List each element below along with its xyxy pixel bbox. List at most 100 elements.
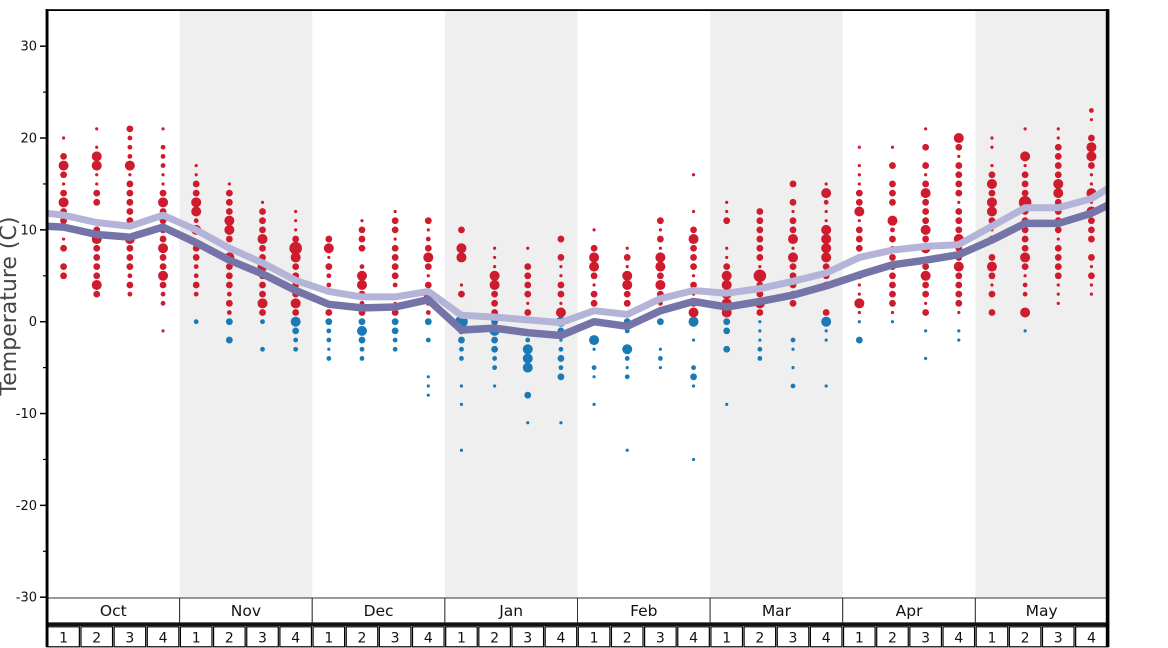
red-temperature-dot <box>890 227 895 233</box>
blue-temperature-dot <box>725 402 729 406</box>
red-temperature-dot <box>260 200 265 204</box>
red-temperature-dot <box>922 290 930 298</box>
red-temperature-dot <box>294 219 298 223</box>
red-temperature-dot <box>391 217 399 225</box>
red-temperature-dot <box>920 224 931 235</box>
red-temperature-dot <box>61 182 66 186</box>
red-temperature-dot <box>691 209 696 214</box>
red-temperature-dot <box>358 235 366 243</box>
red-temperature-dot <box>1089 173 1094 177</box>
red-temperature-dot <box>60 153 67 160</box>
red-temperature-dot <box>822 263 830 271</box>
week-number-label: 4 <box>1087 631 1096 647</box>
red-temperature-dot <box>756 254 764 261</box>
red-temperature-dot <box>988 171 996 179</box>
week-cell <box>312 626 346 648</box>
red-temperature-dot <box>91 151 102 162</box>
red-temperature-dot <box>1089 292 1094 296</box>
blue-temperature-dot <box>589 335 600 346</box>
red-temperature-dot <box>857 163 861 168</box>
week-number-label: 1 <box>987 631 996 647</box>
red-temperature-dot <box>922 235 930 243</box>
month-cell <box>577 597 711 624</box>
blue-temperature-dot <box>791 347 795 351</box>
week-cell <box>975 626 1009 648</box>
red-temperature-dot <box>1056 136 1060 140</box>
red-temperature-dot <box>922 217 930 225</box>
week-number-label: 4 <box>954 631 963 647</box>
red-temperature-dot <box>93 254 101 261</box>
week-number-label: 4 <box>159 631 168 647</box>
red-temperature-dot <box>158 270 169 281</box>
red-temperature-dot <box>326 282 332 288</box>
red-temperature-dot <box>557 281 565 289</box>
red-temperature-dot <box>1020 151 1031 162</box>
red-temperature-dot <box>857 283 861 287</box>
red-temperature-dot <box>124 160 135 171</box>
y-axis-tick-label: -30 <box>16 591 37 606</box>
blue-temperature-dot <box>758 329 762 333</box>
red-temperature-dot <box>955 299 963 307</box>
red-temperature-dot <box>159 189 167 197</box>
blue-temperature-dot <box>293 346 299 352</box>
red-temperature-dot <box>589 261 600 272</box>
red-temperature-dot <box>93 272 101 280</box>
red-temperature-dot <box>922 208 930 215</box>
blue-temperature-dot <box>790 383 796 389</box>
red-temperature-dot <box>922 309 930 316</box>
red-temperature-dot <box>158 243 169 254</box>
red-temperature-dot <box>1088 217 1095 225</box>
red-temperature-dot <box>590 290 598 298</box>
red-temperature-dot <box>1054 162 1062 169</box>
red-temperature-dot <box>1056 301 1060 305</box>
red-temperature-dot <box>1021 189 1029 197</box>
shaded-month-band <box>179 10 313 598</box>
week-cell <box>445 626 478 648</box>
red-temperature-dot <box>159 263 167 271</box>
red-temperature-dot <box>857 310 861 315</box>
red-temperature-dot <box>424 263 432 271</box>
red-temperature-dot <box>456 252 467 263</box>
red-temperature-dot <box>625 265 629 269</box>
red-temperature-dot <box>953 261 964 272</box>
red-temperature-dot <box>557 254 565 261</box>
red-temperature-dot <box>957 200 961 204</box>
red-temperature-dot <box>789 217 797 225</box>
week-cell <box>378 626 412 648</box>
red-temperature-dot <box>93 189 101 197</box>
red-temperature-dot <box>356 279 367 290</box>
red-temperature-dot <box>890 310 895 315</box>
red-temperature-dot <box>756 235 764 243</box>
red-temperature-dot <box>592 283 596 287</box>
y-axis-title: Temperature (C) <box>0 217 22 397</box>
red-temperature-dot <box>393 237 397 241</box>
blue-temperature-dot <box>592 402 596 406</box>
red-temperature-dot <box>526 246 530 250</box>
red-temperature-dot <box>1089 182 1094 186</box>
week-number-label: 4 <box>424 631 433 647</box>
red-temperature-dot <box>127 144 133 150</box>
blue-temperature-dot <box>622 344 633 355</box>
week-number-label: 3 <box>789 631 798 647</box>
red-temperature-dot <box>623 254 631 261</box>
red-temperature-dot <box>857 182 861 186</box>
week-cell <box>942 626 976 648</box>
red-temperature-dot <box>1056 237 1060 241</box>
dark-average-line <box>46 201 1110 340</box>
red-temperature-dot <box>61 237 66 241</box>
week-cell <box>644 626 677 648</box>
week-number-label: 2 <box>755 631 764 647</box>
week-number-label: 1 <box>855 631 864 647</box>
blue-temperature-dot <box>522 362 533 373</box>
blue-temperature-dot <box>625 448 629 452</box>
red-temperature-dot <box>127 273 133 279</box>
red-temperature-dot <box>756 244 764 252</box>
red-temperature-dot <box>325 309 333 316</box>
red-temperature-dot <box>192 281 200 289</box>
red-temperature-dot <box>955 290 963 298</box>
red-temperature-dot <box>1054 263 1062 271</box>
red-temperature-dot <box>1021 263 1029 271</box>
red-temperature-dot <box>493 246 497 250</box>
red-temperature-dot <box>889 299 896 307</box>
red-temperature-dot <box>1056 283 1060 287</box>
